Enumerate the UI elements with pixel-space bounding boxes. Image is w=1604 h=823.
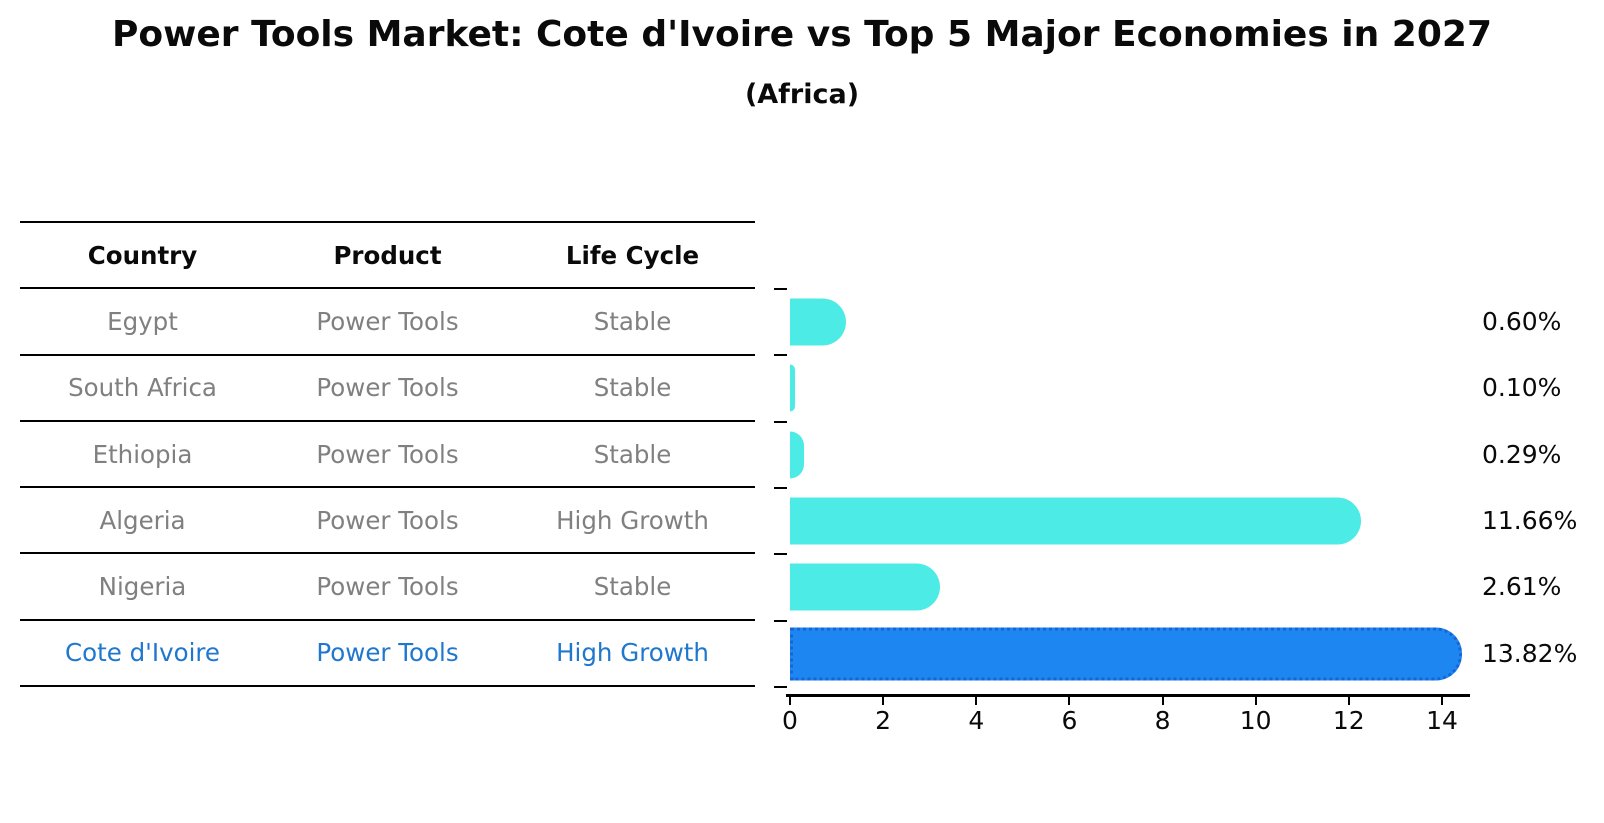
country-cell: Nigeria <box>98 572 187 602</box>
bar-nigeria <box>790 563 940 611</box>
column-header-lifecycle: Life Cycle <box>565 240 700 270</box>
chart-subtitle: (Africa) <box>744 79 860 110</box>
bar-cote-divoire <box>790 627 1462 681</box>
x-tick-mark <box>1254 696 1257 705</box>
bar-band <box>790 355 1490 421</box>
country-cell: Algeria <box>99 505 186 535</box>
value-label: 0.29% <box>1482 439 1562 469</box>
x-tick-label: 10 <box>1239 706 1272 735</box>
x-tick-mark <box>1068 696 1071 705</box>
table-row: Cote d'Ivoire Power Tools High Growth <box>20 618 755 685</box>
bar-band <box>790 554 1490 620</box>
y-tick-mark <box>774 288 787 290</box>
country-cell: Cote d'Ivoire <box>65 638 220 668</box>
value-label: 13.82% <box>1482 638 1578 668</box>
y-tick-mark <box>774 354 787 357</box>
product-cell: Power Tools <box>316 306 459 336</box>
table-row: Ethiopia Power Tools Stable <box>20 419 755 486</box>
chart-title: Power Tools Market: Cote d'Ivoire vs Top… <box>111 14 1492 55</box>
x-tick-label: 12 <box>1332 706 1365 735</box>
product-cell: Power Tools <box>316 373 459 403</box>
x-tick-label: 0 <box>782 706 798 735</box>
y-tick-mark <box>774 486 787 489</box>
x-tick-label: 4 <box>968 706 985 735</box>
product-cell: Power Tools <box>316 439 459 469</box>
value-label: 11.66% <box>1482 506 1578 535</box>
bar-band <box>790 289 1490 355</box>
x-tick-mark <box>789 696 791 705</box>
table-row: Egypt Power Tools Stable <box>20 287 755 353</box>
y-tick-mark <box>774 619 787 622</box>
bar-egypt <box>790 298 846 346</box>
table-row: South Africa Power Tools Stable <box>20 353 755 420</box>
x-tick-label: 8 <box>1154 706 1171 735</box>
bar-band <box>790 620 1490 686</box>
country-cell: Egypt <box>107 306 178 336</box>
table-row: Algeria Power Tools High Growth <box>20 486 755 552</box>
x-tick-mark <box>1347 696 1350 705</box>
y-tick-mark <box>774 553 787 556</box>
bar-band <box>790 422 1490 488</box>
value-label: 0.60% <box>1482 307 1562 337</box>
column-header-country: Country <box>87 240 198 270</box>
x-tick-mark <box>1441 696 1443 705</box>
product-cell: Power Tools <box>316 638 459 668</box>
y-tick-mark <box>774 685 787 688</box>
country-cell: South Africa <box>68 373 217 403</box>
bar-band <box>790 488 1490 554</box>
x-axis-line <box>786 694 1470 697</box>
product-cell: Power Tools <box>316 505 459 535</box>
product-cell: Power Tools <box>316 572 459 602</box>
value-label: 2.61% <box>1482 572 1562 602</box>
x-tick-label: 14 <box>1426 706 1458 735</box>
lifecycle-cell: High Growth <box>556 638 709 668</box>
table-header-row: Country Product Life Cycle <box>20 221 755 287</box>
bar-plot-area <box>790 289 1490 687</box>
lifecycle-cell: Stable <box>593 306 672 336</box>
x-tick-label: 2 <box>875 706 892 735</box>
y-tick-mark <box>774 420 787 423</box>
lifecycle-cell: High Growth <box>556 505 709 535</box>
x-tick-mark <box>975 696 978 705</box>
x-tick-mark <box>882 696 885 705</box>
x-tick-mark <box>1161 696 1164 705</box>
bar-algeria <box>790 497 1361 545</box>
country-table: Country Product Life Cycle Egypt Power To… <box>20 221 755 688</box>
column-header-product: Product <box>333 240 442 270</box>
bar-south-africa <box>790 364 795 412</box>
bar-ethiopia <box>790 431 804 479</box>
lifecycle-cell: Stable <box>593 439 672 469</box>
value-label: 0.10% <box>1482 373 1562 403</box>
lifecycle-cell: Stable <box>593 373 672 403</box>
lifecycle-cell: Stable <box>593 572 672 602</box>
table-row: Nigeria Power Tools Stable <box>20 552 755 618</box>
table-body: Egypt Power Tools Stable South Africa Power … <box>20 287 755 685</box>
x-tick-label: 6 <box>1061 706 1078 735</box>
country-cell: Ethiopia <box>92 439 193 469</box>
